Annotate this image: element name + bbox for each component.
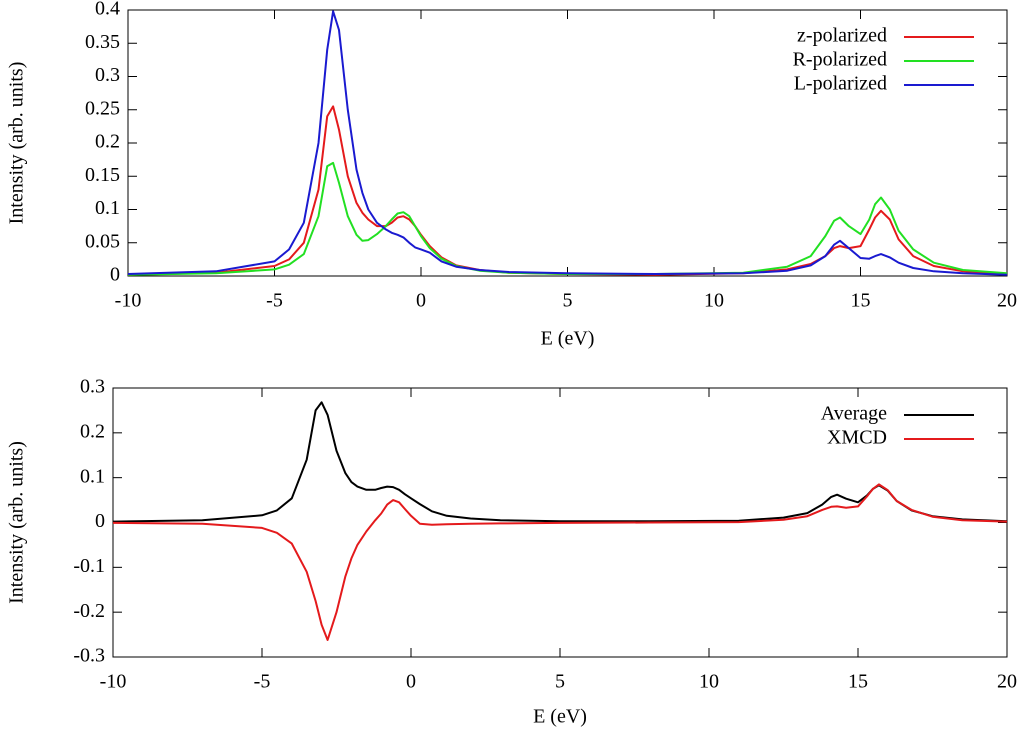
- x-tick-label: -10: [100, 671, 127, 693]
- data-line: [127, 161, 1008, 276]
- x-tick-label: 0: [416, 290, 426, 312]
- y-tick-label: 0.2: [80, 420, 105, 442]
- legend-label: L-polarized: [794, 73, 887, 95]
- legend-label: XMCD: [827, 427, 887, 449]
- x-tick-label: 5: [563, 290, 573, 312]
- x-axis-label: E (eV): [541, 328, 595, 350]
- y-axis-label: Intensity (arb. units): [6, 62, 28, 225]
- y-tick-label: 0.25: [85, 97, 120, 119]
- x-tick-label: 15: [851, 290, 871, 312]
- x-tick-label: 10: [699, 671, 719, 693]
- y-tick-label: 0.05: [85, 230, 120, 252]
- y-tick-label: 0.3: [95, 64, 120, 86]
- x-tick-label: 5: [555, 671, 565, 693]
- x-tick-label: 20: [997, 290, 1017, 312]
- x-tick-label: 10: [704, 290, 724, 312]
- x-tick-label: 20: [997, 671, 1017, 693]
- legend-label: z-polarized: [797, 25, 887, 47]
- y-tick-label: 0.1: [95, 197, 120, 219]
- y-tick-label: 0.1: [80, 465, 105, 487]
- legend-label: Average: [821, 403, 887, 425]
- x-tick-label: -5: [266, 290, 283, 312]
- y-tick-label: 0.4: [95, 0, 120, 20]
- y-tick-label: 0.3: [80, 376, 105, 398]
- y-tick-label: -0.3: [73, 645, 105, 667]
- y-tick-label: 0.15: [85, 164, 120, 186]
- y-tick-label: 0: [95, 510, 105, 532]
- data-line: [112, 483, 1008, 641]
- data-line: [127, 10, 1008, 276]
- x-tick-label: -5: [254, 671, 271, 693]
- y-tick-label: 0.2: [95, 131, 120, 153]
- y-tick-label: 0.35: [85, 31, 120, 53]
- y-tick-label: 0: [110, 264, 120, 286]
- y-tick-label: -0.2: [73, 600, 105, 622]
- x-axis-label: E (eV): [533, 706, 587, 728]
- data-line: [127, 105, 1008, 276]
- y-tick-label: -0.1: [73, 555, 105, 577]
- x-tick-label: 15: [848, 671, 868, 693]
- x-tick-label: 0: [406, 671, 416, 693]
- y-axis-label: Intensity (arb. units): [6, 441, 28, 604]
- x-tick-label: -10: [115, 290, 142, 312]
- legend-label: R-polarized: [793, 49, 887, 71]
